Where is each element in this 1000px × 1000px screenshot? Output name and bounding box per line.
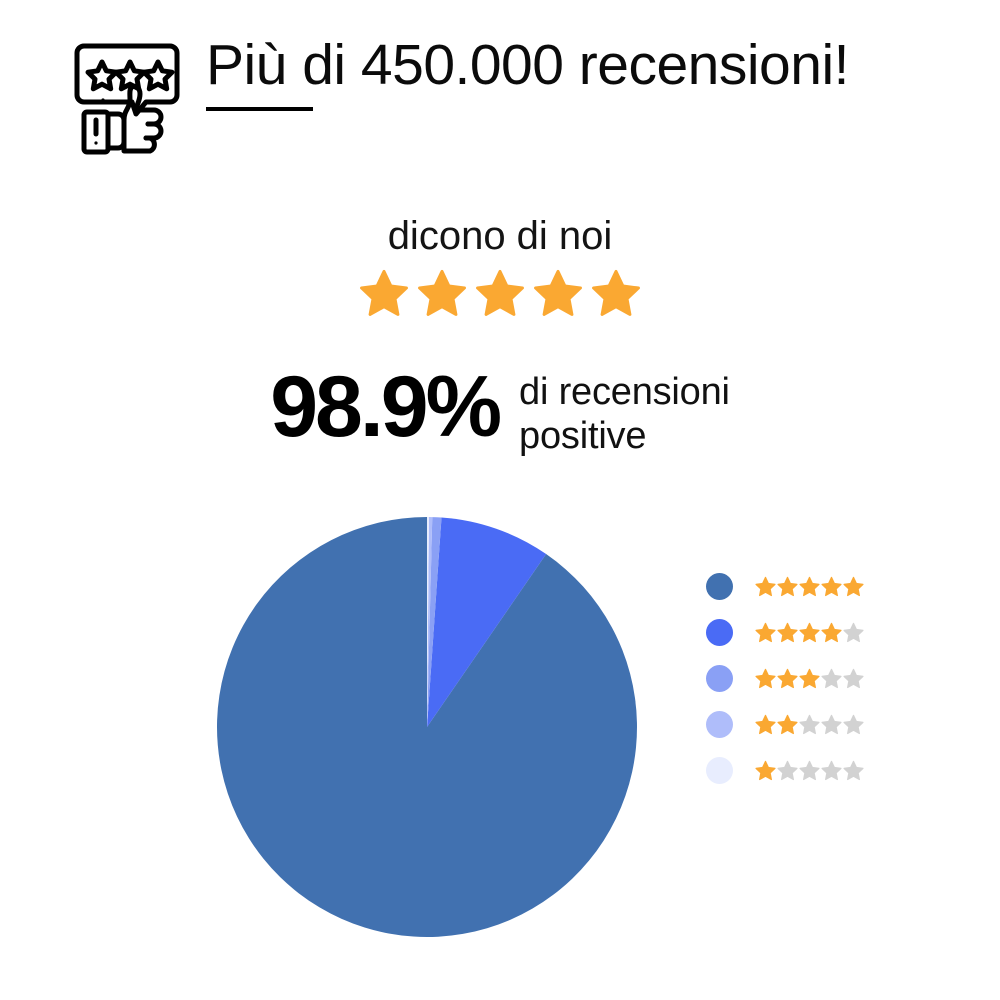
legend-star-filled [755,714,776,734]
page-title: Più di 450.000 recensioni! [206,33,849,97]
legend-star-filled [777,714,798,734]
pie-slice-2-star[interactable] [427,517,433,727]
legend-star-filled [821,622,842,642]
legend-star-empty [821,714,842,734]
legend-star-rating [755,760,865,781]
hero-star-filled [360,269,408,316]
legend-star-empty [821,668,842,688]
legend-star-filled [777,576,798,596]
pie-slice-5-star[interactable] [216,517,637,937]
legend-star-rating [755,576,865,597]
legend-star-empty [843,760,864,780]
percentage-label-line2: positive [519,415,647,457]
legend-star-filled [843,576,864,596]
legend-row-4-star[interactable] [706,609,906,655]
title-underline [206,107,313,111]
pie-slice-3-star[interactable] [427,517,442,727]
legend-row-1-star[interactable] [706,747,906,793]
pie-slice-4-star[interactable] [427,517,547,727]
legend-star-empty [799,760,820,780]
legend-row-2-star[interactable] [706,701,906,747]
legend-color-dot [706,572,733,600]
legend-color-dot [706,710,733,738]
hero-star-rating [0,268,1000,318]
legend-star-rating [755,622,865,643]
legend-star-empty [821,760,842,780]
legend-star-filled [755,622,776,642]
thumbs-up-review-icon [70,38,180,156]
legend-star-filled [777,622,798,642]
legend-star-filled [755,760,776,780]
percentage-value: 98.9% [270,359,502,455]
legend-row-5-star[interactable] [706,563,906,609]
legend-star-empty [843,668,864,688]
legend-color-dot [706,756,733,784]
legend-star-filled [799,668,820,688]
hero-star-filled [534,269,582,316]
legend-star-filled [755,668,776,688]
legend-star-filled [799,622,820,642]
legend-row-3-star[interactable] [706,655,906,701]
legend-star-rating [755,714,865,735]
legend-star-empty [843,714,864,734]
pie-slice-1-star[interactable] [427,517,429,727]
legend-color-dot [706,618,733,646]
legend-star-empty [777,760,798,780]
legend-star-empty [799,714,820,734]
hero-star-filled [418,269,466,316]
legend-star-filled [777,668,798,688]
positive-review-percentage-row: 98.9% di recensioni positive [0,358,1000,458]
page-header: Più di 450.000 recensioni! [70,34,950,159]
legend-star-filled [799,576,820,596]
legend-star-empty [843,622,864,642]
hero-star-filled [476,269,524,316]
legend-star-filled [755,576,776,596]
percentage-label: di recensioni positive [519,370,730,458]
percentage-label-line1: di recensioni [519,371,730,413]
hero-star-filled [592,269,640,316]
say-about-label: dicono di noi [387,214,613,258]
review-distribution-pie-chart [216,516,638,938]
legend-star-filled [821,576,842,596]
pie-chart-legend [706,563,906,793]
legend-color-dot [706,664,733,692]
legend-star-rating [755,668,865,689]
